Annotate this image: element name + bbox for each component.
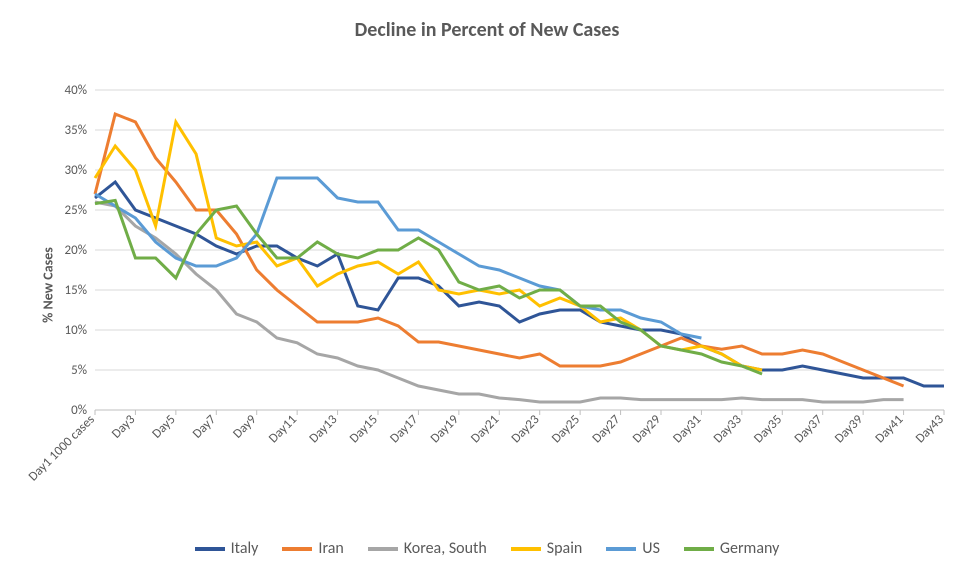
legend-swatch xyxy=(195,547,225,551)
svg-text:Day9: Day9 xyxy=(230,412,260,442)
svg-text:30%: 30% xyxy=(65,163,87,178)
plot-svg: 0%5%10%15%20%25%30%35%40%Day1 1000 cases… xyxy=(95,90,944,410)
svg-text:25%: 25% xyxy=(65,203,87,218)
svg-text:Day27: Day27 xyxy=(589,412,623,446)
legend-item: US xyxy=(606,539,660,558)
legend: Italy Iran Korea, South Spain US Germany xyxy=(0,539,974,558)
svg-text:5%: 5% xyxy=(71,363,87,378)
svg-text:10%: 10% xyxy=(65,323,87,338)
svg-text:Day11: Day11 xyxy=(266,412,300,446)
legend-swatch xyxy=(606,547,636,551)
svg-text:Day33: Day33 xyxy=(711,412,745,446)
legend-label: Spain xyxy=(547,539,583,558)
svg-text:Day39: Day39 xyxy=(832,412,866,446)
svg-text:Day21: Day21 xyxy=(468,412,502,446)
svg-text:40%: 40% xyxy=(65,83,87,98)
svg-text:Day41: Day41 xyxy=(872,412,906,446)
legend-item: Italy xyxy=(195,539,259,558)
legend-label: Germany xyxy=(720,539,779,558)
svg-text:Day13: Day13 xyxy=(306,412,340,446)
svg-text:Day5: Day5 xyxy=(149,412,178,441)
svg-text:Day19: Day19 xyxy=(428,412,462,446)
svg-text:Day29: Day29 xyxy=(630,412,664,446)
svg-text:Day43: Day43 xyxy=(913,412,947,446)
chart-title: Decline in Percent of New Cases xyxy=(0,18,974,42)
legend-label: Italy xyxy=(231,539,259,558)
legend-swatch xyxy=(684,547,714,551)
series-line xyxy=(95,200,762,374)
legend-swatch xyxy=(368,547,398,551)
series-line xyxy=(95,182,944,386)
legend-item: Spain xyxy=(511,539,583,558)
legend-label: Iran xyxy=(318,539,343,558)
svg-text:Day23: Day23 xyxy=(509,412,543,446)
svg-text:Day3: Day3 xyxy=(109,412,139,442)
legend-item: Korea, South xyxy=(368,539,487,558)
svg-text:Day31: Day31 xyxy=(670,412,704,446)
legend-label: Korea, South xyxy=(404,539,487,558)
plot-area: 0%5%10%15%20%25%30%35%40%Day1 1000 cases… xyxy=(95,90,944,410)
y-axis-label: % New Cases xyxy=(39,247,56,323)
svg-text:Day7: Day7 xyxy=(190,412,220,442)
svg-text:Day25: Day25 xyxy=(549,412,583,446)
legend-swatch xyxy=(511,547,541,551)
svg-text:Day37: Day37 xyxy=(792,412,826,446)
legend-label: US xyxy=(642,539,660,558)
series-line xyxy=(95,122,762,370)
svg-text:Day17: Day17 xyxy=(387,412,421,446)
svg-text:35%: 35% xyxy=(65,123,87,138)
svg-text:15%: 15% xyxy=(65,283,87,298)
svg-text:Day15: Day15 xyxy=(347,412,381,446)
legend-item: Germany xyxy=(684,539,779,558)
chart-container: Decline in Percent of New Cases % New Ca… xyxy=(0,0,974,570)
legend-swatch xyxy=(282,547,312,551)
svg-text:Day35: Day35 xyxy=(751,412,785,446)
svg-text:20%: 20% xyxy=(65,243,87,258)
legend-item: Iran xyxy=(282,539,343,558)
svg-text:Day1 1000 cases: Day1 1000 cases xyxy=(26,412,98,484)
